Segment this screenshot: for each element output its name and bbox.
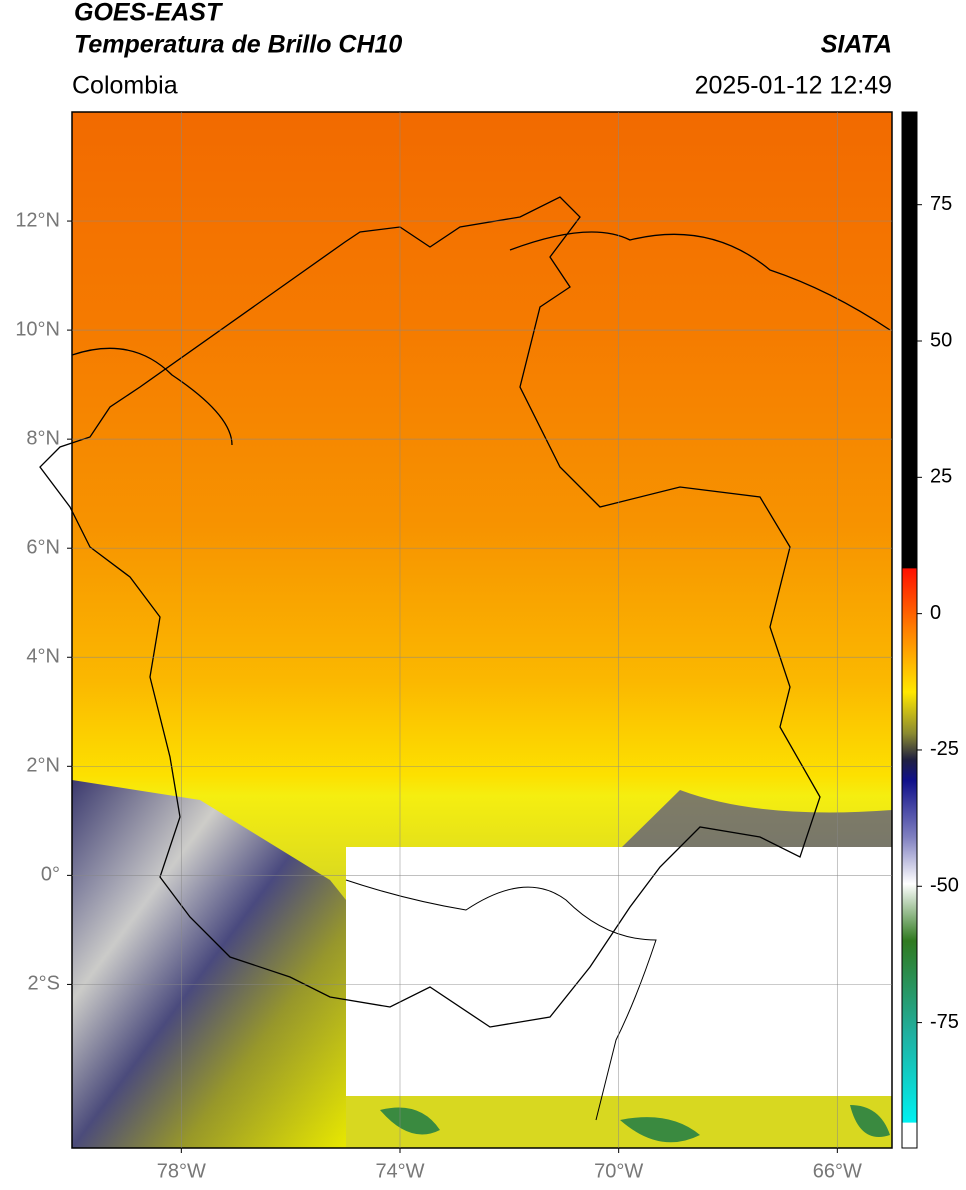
x-tick-label: 66°W [813, 1160, 862, 1182]
graticule [72, 112, 892, 1148]
y-tick-label: 0° [41, 864, 60, 886]
source: SIATA [821, 31, 892, 59]
map-image [39, 111, 893, 1149]
colorbar-tick-label: 25 [930, 466, 952, 488]
x-tick-label: 70°W [594, 1160, 643, 1182]
y-tick-label: 10°N [15, 318, 60, 340]
colorbar-tick-label: 75 [930, 193, 952, 215]
datetime: 2025-01-12 12:49 [695, 72, 892, 100]
region: Colombia [72, 72, 178, 100]
x-tick-label: 78°W [157, 1160, 206, 1182]
colorbar-tick-label: -25 [930, 738, 959, 760]
y-tick-label: 6°N [26, 536, 60, 558]
colorbar-tick-label: 0 [930, 602, 941, 624]
colorbar-tick-label: 50 [930, 329, 952, 351]
colorbar [901, 111, 918, 1149]
colorbar-tick-label: -75 [930, 1011, 959, 1033]
y-tick-label: 4°N [26, 646, 60, 668]
title: GOES-EAST [74, 0, 224, 27]
y-tick-label: 2°S [28, 973, 60, 995]
y-tick-label: 8°N [26, 427, 60, 449]
subtitle: Temperatura de Brillo CH10 [74, 31, 402, 59]
x-tick-label: 74°W [375, 1160, 424, 1182]
y-tick-label: 2°N [26, 755, 60, 777]
colorbar-tick-label: -50 [930, 875, 959, 897]
y-tick-label: 12°N [15, 209, 60, 231]
